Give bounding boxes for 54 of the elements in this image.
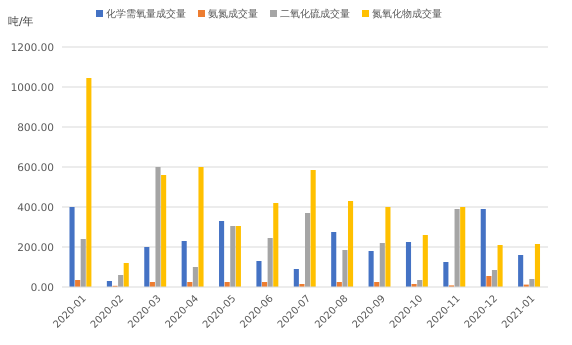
bar: [182, 241, 187, 287]
bar: [256, 261, 262, 287]
y-axis-title: 吨/年: [8, 15, 34, 28]
y-tick-label: 400.00: [17, 202, 54, 214]
bar: [406, 242, 412, 287]
bar: [374, 282, 380, 287]
legend-label: 化学需氧量成交量: [106, 8, 186, 20]
y-tick-label: 200.00: [17, 242, 54, 254]
legend-label: 氮氧化物成交量: [372, 8, 442, 20]
bar: [236, 226, 241, 287]
bar: [161, 175, 166, 287]
bar: [124, 263, 129, 287]
bar: [144, 247, 150, 287]
bar: [492, 270, 498, 287]
legend-label: 氨氮成交量: [208, 8, 258, 20]
bar: [518, 255, 524, 287]
bar: [155, 167, 161, 287]
bar: [75, 280, 80, 287]
y-tick-label: 1000.00: [10, 82, 54, 94]
bar: [310, 170, 316, 287]
bar: [385, 207, 390, 287]
legend-label: 二氧化硫成交量: [280, 8, 350, 20]
bar: [534, 244, 540, 287]
bar: [342, 250, 348, 287]
bar: [294, 269, 299, 287]
bar: [86, 78, 92, 287]
bar: [368, 251, 374, 287]
bar: [268, 238, 273, 287]
bar: [460, 207, 466, 287]
bar: [69, 207, 75, 287]
bar: [230, 226, 236, 287]
bar: [273, 203, 278, 287]
bar: [486, 276, 492, 287]
bar: [443, 262, 448, 287]
bar: [380, 243, 385, 287]
bar: [305, 213, 310, 287]
bar: [417, 280, 422, 287]
bar: [498, 245, 503, 287]
bar: [118, 275, 124, 287]
bar: [219, 221, 224, 287]
bar: [187, 282, 192, 287]
bar: [454, 209, 460, 287]
y-tick-label: 600.00: [17, 162, 54, 174]
bar: [331, 232, 336, 287]
y-tick-label: 800.00: [17, 122, 54, 134]
bar: [529, 279, 534, 287]
bar: [80, 239, 86, 287]
bar: [198, 167, 204, 287]
y-tick-label: 1200.00: [10, 42, 54, 54]
bar: [192, 267, 198, 287]
bar: [480, 209, 486, 287]
y-tick-label: 0.00: [30, 282, 54, 294]
bar: [422, 235, 428, 287]
bar: [348, 201, 354, 287]
